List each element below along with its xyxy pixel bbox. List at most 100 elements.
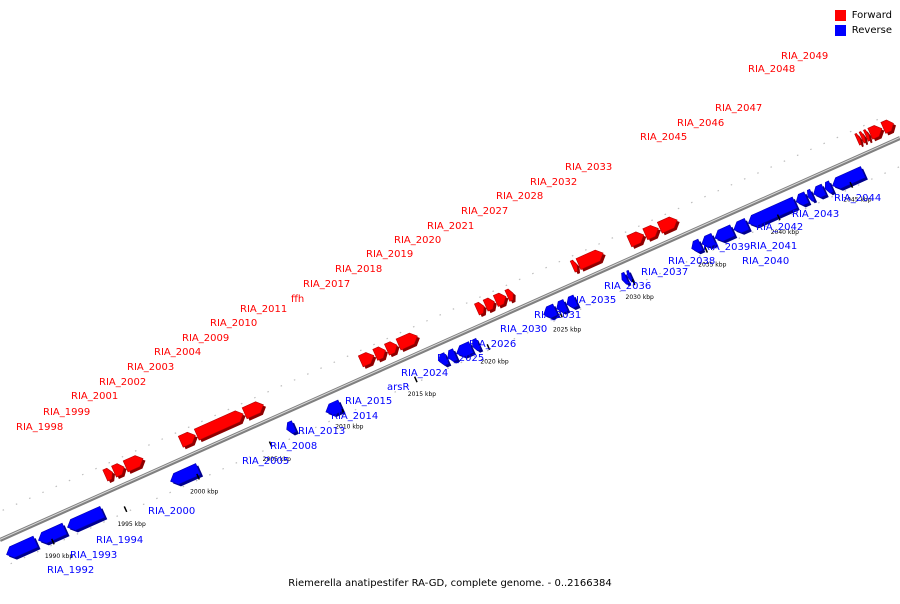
gene-arrow	[177, 431, 196, 448]
gene-label: RIA_2011	[240, 304, 287, 315]
scale-tick	[486, 343, 491, 351]
gene-arrow	[824, 180, 834, 194]
scale-tick	[196, 473, 200, 480]
gene-label: RIA_2008	[270, 441, 317, 452]
gene-arrow	[482, 297, 495, 312]
gene-label: RIA_2046	[677, 118, 724, 129]
gene-arrow	[556, 299, 569, 313]
gene-label: RIA_2039	[703, 242, 750, 253]
gene-arrow	[626, 269, 634, 283]
gene-label: RIA_2028	[496, 191, 543, 202]
gene-arrow	[122, 455, 144, 473]
gene-label: RIA_2020	[394, 235, 441, 246]
gene-arrow	[111, 463, 125, 478]
gene-label: RIA_2003	[127, 362, 174, 373]
genome-backbone-highlight	[0, 136, 900, 540]
gene-label: RIA_2044	[834, 193, 881, 204]
scale-tick	[849, 181, 854, 188]
gene-label: RIA_2035	[569, 295, 616, 306]
gene-arrow	[733, 218, 750, 234]
genome-backbone	[0, 136, 900, 542]
gene-label: RIA_2027	[461, 206, 508, 217]
gene-label: RIA_2042	[756, 222, 803, 233]
gene-label: RIA_2043	[792, 209, 839, 220]
gene-label: RIA_2002	[99, 377, 146, 388]
scale-tick	[51, 538, 55, 545]
gene-shadow	[629, 272, 636, 284]
gene-arrow	[854, 133, 862, 146]
gene-label: RIA_2021	[427, 221, 474, 232]
scale-tick-label: 2000 kbp	[190, 488, 218, 495]
gene-arrow	[642, 225, 659, 241]
gene-label: RIA_2038	[668, 256, 715, 267]
gene-label: RIA_2047	[715, 103, 762, 114]
gene-arrow	[67, 505, 106, 531]
gene-arrow	[543, 303, 559, 319]
gene-label: RIA_2048	[748, 64, 795, 75]
scale-tick	[776, 214, 781, 221]
scale-tick-label: 2040 kbp	[771, 229, 799, 236]
gene-label: RIA_2013	[298, 426, 345, 437]
scale-tick	[341, 408, 346, 415]
scale-tick-label: 2035 kbp	[698, 261, 726, 268]
gene-label: RIA_2032	[530, 177, 577, 188]
gene-label: RIA_2033	[565, 162, 612, 173]
legend: Forward Reverse	[834, 8, 892, 38]
gene-label: RIA_2031	[534, 310, 581, 321]
legend-forward-swatch	[834, 10, 846, 21]
gene-arrow	[747, 196, 798, 227]
gene-arrow	[193, 410, 244, 441]
gene-arrow	[807, 188, 816, 202]
scale-tick-label: 2025 kbp	[553, 326, 581, 333]
gene-label: RIA_2025	[437, 353, 484, 364]
gene-arrow	[170, 463, 201, 485]
gene-label: RIA_1993	[70, 550, 117, 561]
gene-arrow	[621, 271, 630, 285]
gene-label: RIA_2014	[331, 411, 378, 422]
legend-reverse: Reverse	[834, 23, 892, 38]
scale-tick	[413, 376, 418, 383]
gene-label: RIA_2017	[303, 279, 350, 290]
gene-arrow	[626, 231, 645, 248]
gene-label: RIA_1998	[16, 422, 63, 433]
gene-label: RIA_2045	[640, 132, 687, 143]
gene-label: RIA_2030	[500, 324, 547, 335]
gene-arrow	[832, 166, 866, 190]
gene-arrow	[357, 352, 375, 368]
legend-reverse-swatch	[834, 25, 846, 36]
gene-label: RIA_1994	[96, 535, 143, 546]
gene-arrow	[569, 259, 578, 273]
gene-label: RIA_2000	[148, 506, 195, 517]
gene-arrow	[325, 399, 344, 416]
scale-tick-label: 2005 kbp	[263, 456, 291, 463]
gene-arrow	[656, 216, 678, 234]
gene-arrow	[456, 341, 474, 357]
gene-arrow	[492, 292, 507, 307]
gene-label: RIA_1992	[47, 565, 94, 576]
scale-tick-label: 2020 kbp	[480, 359, 508, 366]
gene-label: ffh	[291, 294, 304, 305]
gene-arrow	[474, 301, 485, 316]
gene-arrow	[395, 332, 418, 351]
gene-label: arsR	[387, 382, 409, 393]
gene-arrow	[867, 125, 883, 140]
gene-arrow	[438, 352, 450, 366]
gene-arrow	[691, 238, 704, 253]
gene-arrow	[566, 294, 579, 309]
gene-arrow	[241, 401, 264, 420]
gene-label: RIA_1999	[43, 407, 90, 418]
gene-arrow	[504, 288, 514, 302]
scale-tick-label: 2030 kbp	[626, 294, 654, 301]
scale-tick	[268, 441, 273, 448]
gene-arrow	[286, 420, 297, 434]
legend-forward: Forward	[834, 8, 892, 23]
reverse-guide-line	[0, 113, 890, 513]
gene-label: RIA_2015	[345, 396, 392, 407]
gene-label: RIA_2010	[210, 318, 257, 329]
gene-arrow	[447, 348, 458, 362]
scale-tick-label: 1995 kbp	[117, 521, 145, 528]
scale-tick	[559, 311, 563, 318]
scale-tick	[704, 246, 709, 253]
